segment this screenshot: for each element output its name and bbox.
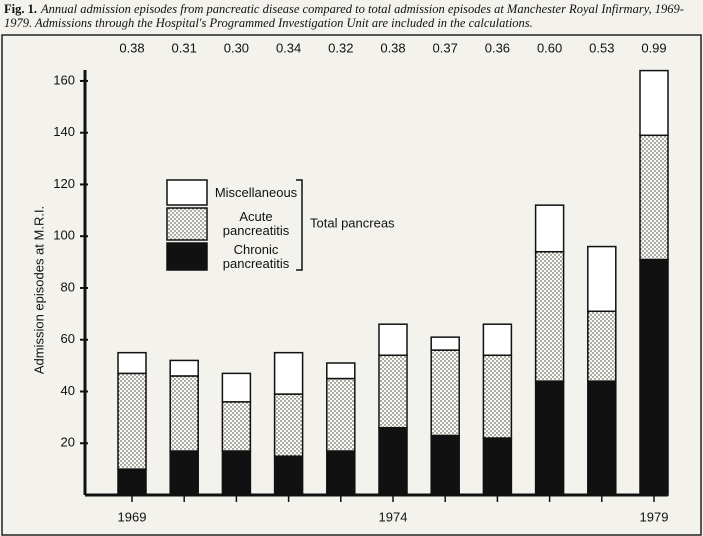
y-tick-label: 140 xyxy=(53,124,75,139)
bar-segment xyxy=(169,359,199,377)
x-tick-label: 1974 xyxy=(379,509,408,524)
x-tick-label: 1969 xyxy=(118,509,147,524)
y-tick-label: 160 xyxy=(53,72,75,87)
bar-segment xyxy=(482,437,513,496)
legend-swatch xyxy=(166,242,208,271)
y-tick-label: 20 xyxy=(61,435,75,450)
bar-segment xyxy=(534,204,565,253)
bar-annotation: 0.38 xyxy=(380,40,405,55)
bar-segment xyxy=(221,401,252,452)
bar-annotation: 0.32 xyxy=(328,40,353,55)
bar-segment xyxy=(117,372,147,470)
bar-segment xyxy=(587,245,617,313)
legend-swatch xyxy=(166,207,208,241)
legend-bracket xyxy=(296,179,303,271)
bar-segment xyxy=(430,349,460,437)
bar-segment xyxy=(169,375,199,452)
bar-segment xyxy=(326,377,356,452)
frame xyxy=(1,34,702,536)
bar-segment xyxy=(117,351,147,375)
bar-segment xyxy=(273,455,304,496)
bar-segment xyxy=(326,450,356,496)
bar-segment xyxy=(430,336,460,351)
y-tick-label: 100 xyxy=(53,228,75,243)
bar-segment xyxy=(587,310,617,382)
y-tick-label: 120 xyxy=(53,176,75,191)
bar-annotation: 0.60 xyxy=(537,40,562,55)
bar-segment xyxy=(639,69,669,137)
legend-swatch xyxy=(166,179,208,206)
legend-label: Chronic pancreatitis xyxy=(222,241,290,271)
bar-annotation: 0.53 xyxy=(589,40,614,55)
bar-segment xyxy=(430,434,460,496)
bar-annotation: 0.99 xyxy=(641,40,666,55)
bar-annotation: 0.37 xyxy=(433,40,458,55)
bar-segment xyxy=(639,134,669,261)
bar-segment xyxy=(326,362,356,380)
bar-annotation: 0.34 xyxy=(276,40,301,55)
bar-annotation: 0.36 xyxy=(485,40,510,55)
caption: Fig. 1. Annual admission episodes from pa… xyxy=(4,2,699,30)
bar-segment xyxy=(221,372,252,403)
bar-segment xyxy=(378,426,408,496)
bar-segment xyxy=(378,323,408,357)
chart-title: Annual admission episodes from pancreati… xyxy=(4,2,684,30)
bar-segment xyxy=(534,250,565,382)
x-tick-label: 1979 xyxy=(640,509,669,524)
bar-segment xyxy=(587,380,617,496)
y-tick-label: 80 xyxy=(61,279,75,294)
y-tick-label: 60 xyxy=(61,331,75,346)
legend-label: Acute pancreatitis xyxy=(222,209,290,238)
bar-segment xyxy=(482,354,513,439)
bar-annotation: 0.38 xyxy=(119,40,144,55)
y-axis-label: Admission episodes at M.R.I. xyxy=(31,206,46,374)
legend-label: Miscellaneous xyxy=(214,184,298,200)
bar-annotation: 0.30 xyxy=(224,40,249,55)
legend-group-label: Total pancreas xyxy=(310,215,395,230)
bar-segment xyxy=(221,450,252,496)
bar-segment xyxy=(378,354,408,429)
figure-label: Fig. 1. xyxy=(4,2,37,16)
bar-segment xyxy=(482,323,513,357)
bar-annotation: 0.31 xyxy=(172,40,197,55)
bar-segment xyxy=(534,380,565,496)
bar-segment xyxy=(273,351,304,395)
bar-segment xyxy=(639,258,669,496)
bar-segment xyxy=(169,450,199,496)
y-tick-label: 40 xyxy=(61,383,75,398)
bar-segment xyxy=(117,468,147,496)
bar-segment xyxy=(273,393,304,457)
